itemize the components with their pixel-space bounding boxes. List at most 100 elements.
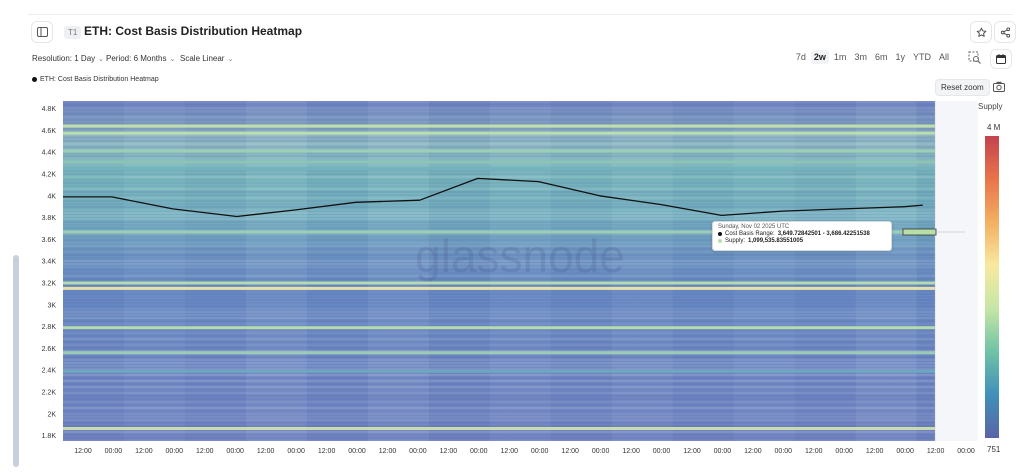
resolution-label: Resolution: 1 Day: [32, 54, 96, 63]
tier-badge: T1: [64, 26, 82, 39]
supply-band: [63, 167, 935, 171]
x-tick-label: 12:00: [379, 448, 397, 455]
favorite-button[interactable]: [970, 21, 992, 43]
heatmap-day-column: [855, 101, 917, 441]
range-1y-button[interactable]: 1y: [895, 52, 905, 62]
heatmap-texture: [63, 128, 935, 130]
heatmap-texture: [63, 233, 935, 235]
x-tick-label: 00:00: [409, 448, 427, 455]
range-2w-button[interactable]: 2w: [810, 50, 829, 64]
x-tick-label: 00:00: [226, 448, 244, 455]
y-tick-label: 3.6K: [42, 237, 57, 244]
colorbar-label: Supply: [978, 102, 1003, 111]
heatmap-texture: [63, 245, 935, 247]
series-line[interactable]: [63, 177, 923, 218]
range-1m-button[interactable]: 1m: [833, 52, 847, 62]
heatmap-texture: [63, 320, 935, 322]
chevron-down-icon: ⌄: [227, 55, 234, 63]
heatmap-texture: [63, 293, 935, 295]
range-all-button[interactable]: All: [938, 52, 949, 62]
range-buttons: 7d 2w 1m 3m 6m 1y YTD All: [793, 50, 952, 64]
y-tick-label: 3.8K: [42, 215, 57, 222]
share-button[interactable]: [994, 21, 1016, 43]
calendar-button[interactable]: [990, 49, 1012, 69]
heatmap-texture: [63, 359, 935, 361]
range-3m-button[interactable]: 3m: [854, 52, 867, 62]
y-tick-label: 1.8K: [42, 433, 57, 440]
period-select[interactable]: Period: 6 Months ⌄: [106, 54, 175, 63]
heatmap-day-column: [916, 101, 978, 441]
range-ytd-button[interactable]: YTD: [912, 52, 931, 62]
heatmap-texture: [63, 209, 935, 211]
resolution-select[interactable]: Resolution: 1 Day ⌄: [32, 54, 104, 63]
heatmap-texture: [63, 173, 935, 175]
x-tick-label: 00:00: [957, 448, 975, 455]
range-6m-button[interactable]: 6m: [874, 52, 888, 62]
y-tick-label: 4.6K: [42, 128, 57, 135]
heatmap-texture: [63, 416, 935, 418]
heatmap-texture: [63, 377, 935, 379]
heatmap-texture: [63, 200, 935, 202]
heatmap-texture: [63, 191, 935, 193]
reset-zoom-button[interactable]: Reset zoom: [935, 79, 990, 96]
supply-band: [63, 131, 935, 135]
y-tick-label: 4.8K: [42, 106, 57, 113]
x-tick-label: 00:00: [592, 448, 610, 455]
chart-legend[interactable]: ETH: Cost Basis Distribution Heatmap: [32, 76, 159, 83]
heatmap-texture: [63, 386, 935, 388]
heatmap-texture: [63, 440, 935, 442]
sidebar-toggle-button[interactable]: [31, 21, 53, 43]
heatmap-texture: [63, 341, 935, 343]
heatmap-texture: [63, 215, 935, 217]
highlighted-cell[interactable]: [902, 228, 937, 236]
heatmap-day-column: [428, 101, 490, 441]
supply-band: [63, 286, 935, 290]
x-tick-label: 12:00: [622, 448, 640, 455]
tooltip-supply-dot: [718, 239, 722, 243]
supply-band: [63, 326, 935, 330]
zoom-select-button[interactable]: [968, 51, 982, 65]
side-scrollbar[interactable]: [13, 255, 19, 467]
scale-select[interactable]: Scale Linear ⌄: [180, 54, 233, 63]
supply-band: [63, 369, 935, 373]
y-tick-label: 2.4K: [42, 368, 57, 375]
heatmap-texture: [63, 212, 935, 214]
calendar-icon: [996, 54, 1006, 64]
heatmap-texture: [63, 194, 935, 196]
x-tick-label: 00:00: [470, 448, 488, 455]
sidebar-icon: [36, 27, 48, 37]
tooltip-range-label: Cost Basis Range:: [725, 231, 775, 237]
heatmap-texture: [63, 404, 935, 406]
heatmap-texture: [63, 437, 935, 439]
range-7d-button[interactable]: 7d: [795, 52, 806, 62]
tooltip-range-value: 3,649.72842501 - 3,686.42251538: [777, 231, 870, 237]
y-tick-label: 2.8K: [42, 324, 57, 331]
heatmap-texture: [63, 308, 935, 310]
x-tick-label: 12:00: [318, 448, 336, 455]
heatmap-texture: [63, 407, 935, 409]
heatmap-texture: [63, 434, 935, 436]
y-tick-label: 4.4K: [42, 150, 57, 157]
x-tick-label: 00:00: [531, 448, 549, 455]
scale-label: Scale Linear: [180, 54, 225, 63]
tooltip-supply-value: 1,099,535.83551005: [748, 238, 804, 244]
heatmap-texture: [63, 113, 935, 115]
heatmap-texture: [63, 338, 935, 340]
supply-band: [63, 149, 935, 153]
y-tick-label: 2.6K: [42, 346, 57, 353]
heatmap-texture: [63, 275, 935, 277]
colorbar-max-label: 4 M: [987, 123, 1001, 132]
heatmap-texture: [63, 260, 935, 262]
zoom-select-icon: [968, 51, 981, 64]
y-tick-label: 3K: [47, 302, 56, 309]
heatmap-texture: [63, 422, 935, 424]
heatmap-texture: [63, 155, 935, 157]
x-tick-label: 00:00: [714, 448, 732, 455]
heatmap-texture: [63, 431, 935, 433]
x-tick-label: 00:00: [105, 448, 123, 455]
heatmap-texture: [63, 335, 935, 337]
screenshot-button[interactable]: [993, 79, 1007, 93]
x-tick-label: 00:00: [287, 448, 305, 455]
heatmap-texture: [63, 119, 935, 121]
